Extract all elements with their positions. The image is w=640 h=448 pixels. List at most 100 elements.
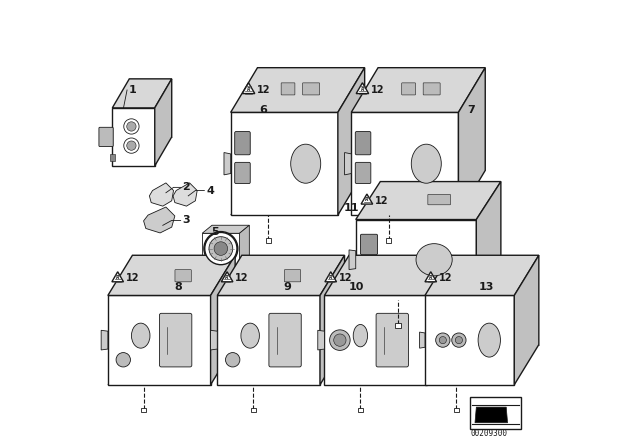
Circle shape: [225, 353, 240, 367]
Polygon shape: [324, 255, 452, 296]
Polygon shape: [221, 272, 233, 282]
Polygon shape: [425, 296, 515, 385]
Bar: [396, 323, 401, 327]
Text: 12: 12: [126, 273, 140, 284]
FancyBboxPatch shape: [175, 270, 191, 282]
Text: 1: 1: [129, 85, 136, 95]
Text: R: R: [225, 275, 229, 280]
Text: 12: 12: [371, 85, 385, 95]
FancyBboxPatch shape: [428, 194, 451, 205]
Ellipse shape: [291, 144, 321, 183]
Polygon shape: [108, 296, 211, 385]
Polygon shape: [211, 330, 217, 350]
Ellipse shape: [478, 323, 500, 357]
Circle shape: [116, 353, 131, 367]
Polygon shape: [476, 181, 501, 300]
Polygon shape: [420, 332, 425, 348]
Text: R: R: [365, 198, 369, 202]
Polygon shape: [243, 83, 255, 94]
Text: 10: 10: [349, 281, 364, 292]
Text: R: R: [329, 275, 333, 280]
Polygon shape: [351, 112, 458, 215]
Circle shape: [205, 233, 237, 265]
Text: 6: 6: [260, 105, 268, 115]
Text: 00209300: 00209300: [471, 429, 508, 439]
Circle shape: [214, 242, 228, 255]
Text: 12: 12: [375, 196, 388, 206]
Text: R: R: [429, 275, 433, 280]
Polygon shape: [425, 272, 436, 282]
Polygon shape: [173, 183, 197, 206]
Polygon shape: [356, 181, 501, 220]
Polygon shape: [108, 255, 235, 296]
Polygon shape: [338, 68, 365, 215]
Polygon shape: [202, 225, 250, 233]
Ellipse shape: [412, 144, 442, 183]
Ellipse shape: [416, 244, 452, 276]
Text: R: R: [246, 86, 250, 92]
Circle shape: [204, 232, 238, 266]
Polygon shape: [318, 330, 324, 350]
Polygon shape: [211, 255, 235, 385]
Polygon shape: [356, 83, 369, 94]
Polygon shape: [202, 233, 239, 264]
Polygon shape: [239, 225, 250, 264]
Text: 12: 12: [439, 273, 452, 284]
Text: R: R: [116, 275, 120, 280]
Circle shape: [124, 138, 139, 153]
Polygon shape: [217, 255, 344, 296]
FancyBboxPatch shape: [235, 132, 250, 155]
Polygon shape: [361, 194, 372, 204]
Polygon shape: [325, 272, 337, 282]
Text: 3: 3: [182, 215, 190, 225]
Polygon shape: [143, 207, 175, 233]
FancyBboxPatch shape: [284, 270, 301, 282]
Polygon shape: [113, 108, 155, 166]
Circle shape: [333, 334, 346, 346]
FancyBboxPatch shape: [360, 234, 378, 254]
FancyBboxPatch shape: [355, 162, 371, 184]
FancyBboxPatch shape: [423, 83, 440, 95]
Polygon shape: [230, 68, 365, 112]
Text: 7: 7: [467, 105, 475, 115]
FancyBboxPatch shape: [159, 313, 192, 367]
Polygon shape: [427, 255, 452, 385]
Bar: [454, 408, 459, 413]
Text: 8: 8: [175, 281, 182, 292]
Polygon shape: [155, 79, 172, 166]
Text: 9: 9: [284, 281, 291, 292]
Polygon shape: [230, 112, 338, 215]
Text: 13: 13: [479, 281, 494, 292]
Polygon shape: [217, 296, 320, 385]
Circle shape: [452, 333, 466, 347]
Polygon shape: [113, 79, 172, 108]
Circle shape: [124, 119, 139, 134]
FancyBboxPatch shape: [355, 132, 371, 155]
FancyBboxPatch shape: [235, 162, 250, 184]
Text: 4: 4: [206, 185, 214, 195]
Polygon shape: [356, 220, 476, 300]
Bar: [386, 238, 392, 243]
FancyBboxPatch shape: [470, 397, 521, 430]
FancyBboxPatch shape: [281, 83, 295, 95]
Text: 12: 12: [257, 85, 271, 95]
Bar: [141, 408, 147, 413]
Polygon shape: [425, 255, 539, 296]
Polygon shape: [112, 272, 124, 282]
FancyBboxPatch shape: [99, 127, 113, 146]
Polygon shape: [101, 330, 108, 350]
Bar: [266, 238, 271, 243]
FancyBboxPatch shape: [376, 313, 408, 367]
Ellipse shape: [131, 323, 150, 348]
Polygon shape: [224, 152, 230, 175]
Polygon shape: [458, 68, 485, 215]
Text: 12: 12: [339, 273, 353, 284]
Circle shape: [439, 336, 446, 344]
Polygon shape: [324, 296, 427, 385]
Text: 11: 11: [343, 203, 359, 213]
Ellipse shape: [241, 323, 259, 348]
Bar: [358, 408, 363, 413]
Circle shape: [127, 141, 136, 150]
Ellipse shape: [353, 324, 367, 347]
FancyBboxPatch shape: [269, 313, 301, 367]
